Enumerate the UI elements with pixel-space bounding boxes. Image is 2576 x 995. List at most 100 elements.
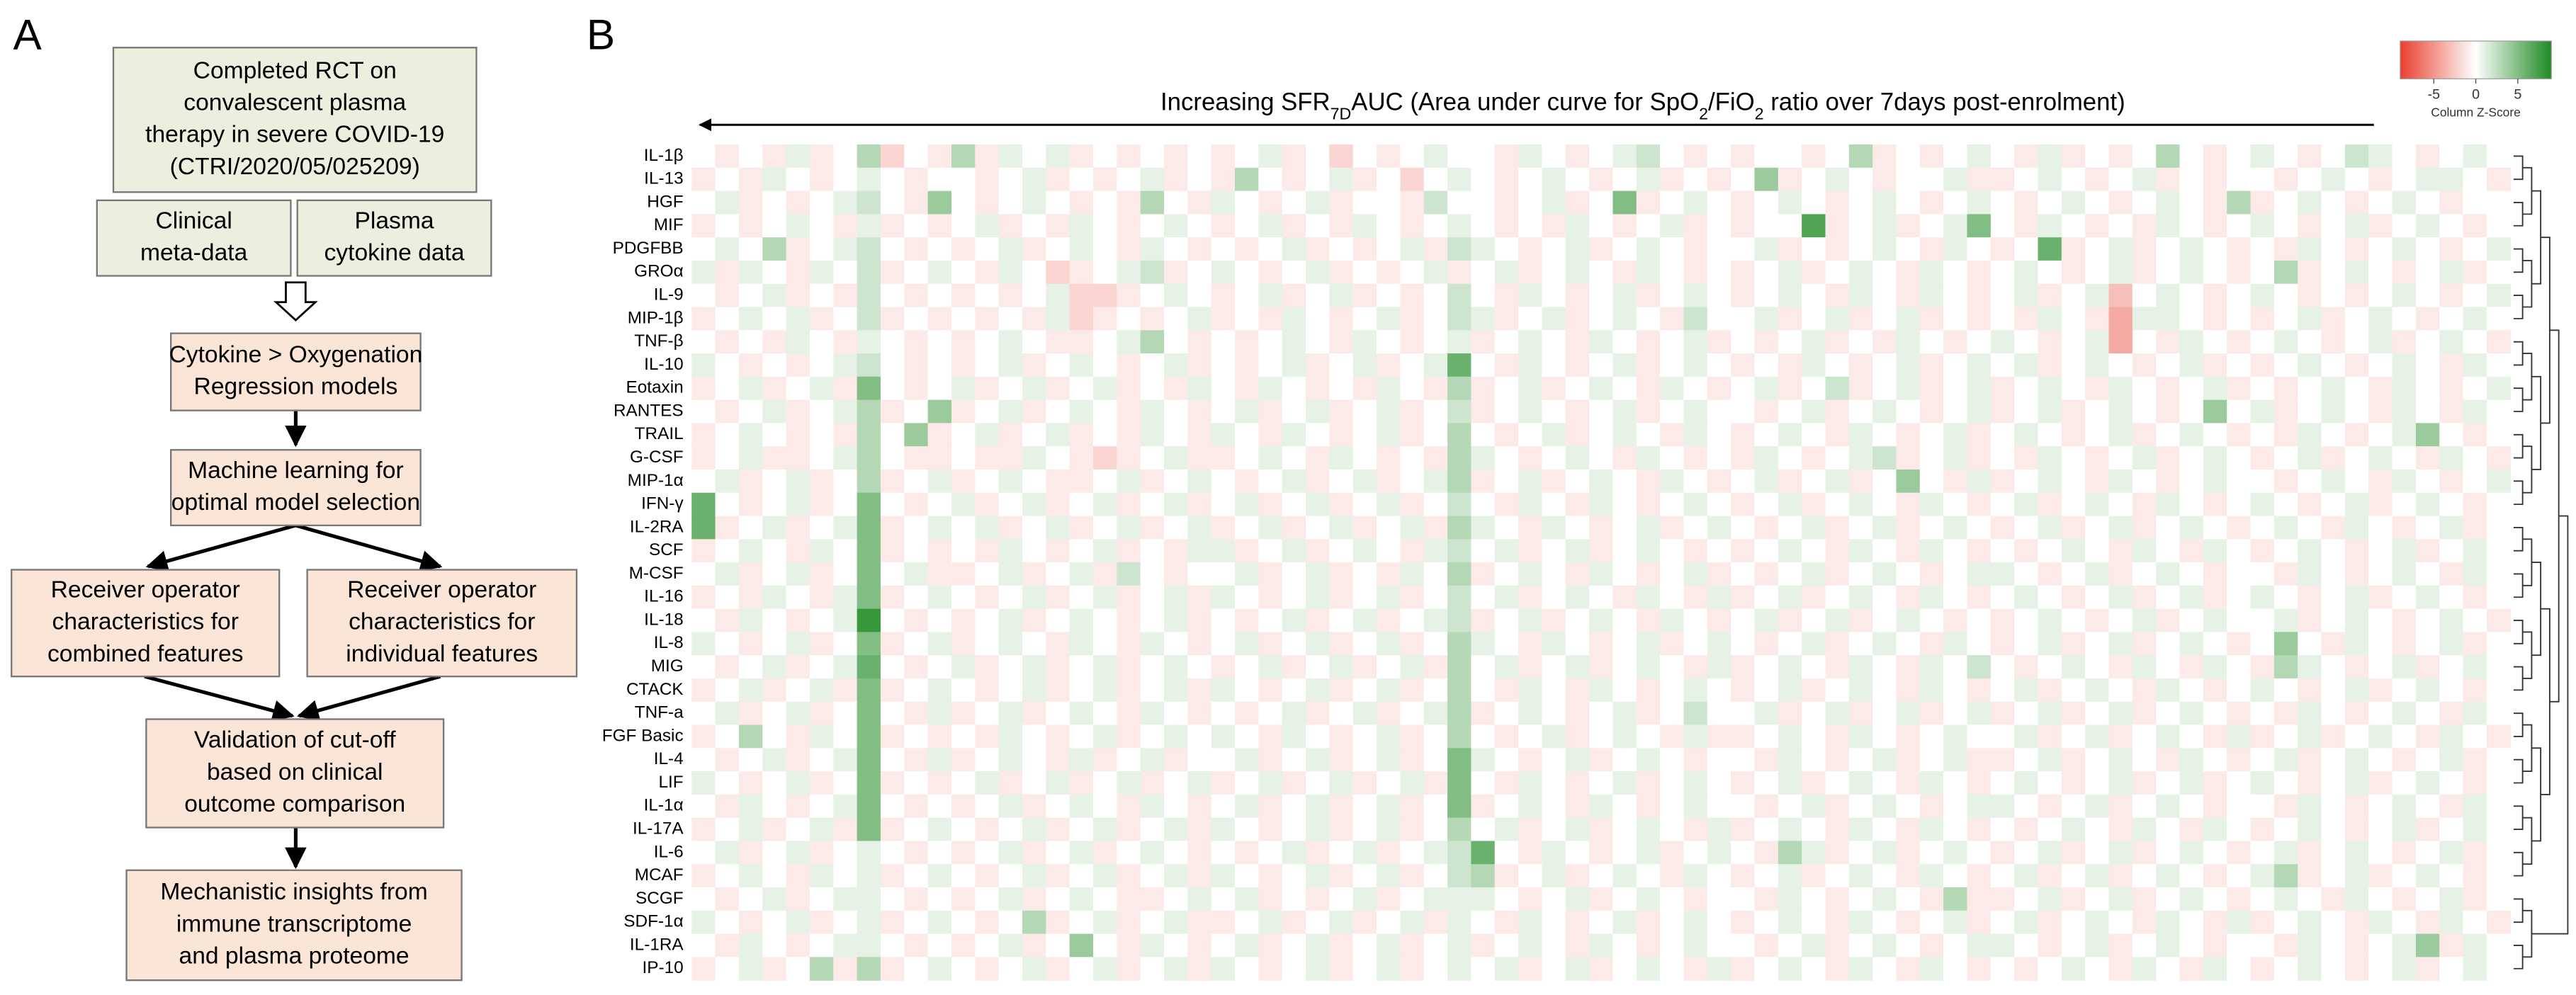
heatmap-cell	[2392, 864, 2417, 888]
heatmap-cell	[1683, 678, 1708, 703]
heatmap-cell	[1471, 771, 1496, 795]
heatmap-cell	[1612, 353, 1637, 377]
heatmap-cell	[1329, 307, 1354, 331]
heatmap-cell	[1069, 748, 1094, 772]
heatmap-cell	[738, 330, 763, 354]
heatmap-cell	[1494, 724, 1519, 749]
heatmap-cell	[2298, 957, 2322, 981]
heatmap-cell	[2156, 516, 2181, 540]
heatmap-cell	[1117, 933, 1141, 958]
heatmap-cell	[2038, 214, 2062, 238]
heatmap-cell	[1825, 191, 1850, 215]
heatmap-cell	[2344, 191, 2369, 215]
heatmap-cell	[786, 446, 810, 470]
heatmap-cell	[857, 887, 881, 911]
heatmap-cell	[1329, 376, 1354, 401]
heatmap-cell	[1258, 399, 1283, 424]
heatmap-cell	[1802, 678, 1826, 703]
heatmap-cell	[2273, 864, 2298, 888]
heatmap-cell	[2250, 283, 2275, 308]
heatmap-cell	[1187, 585, 1212, 610]
heatmap-cell	[1612, 562, 1637, 586]
row-label: MIG	[651, 656, 684, 676]
heatmap-cell	[2132, 353, 2157, 377]
heatmap-cell	[1848, 539, 1873, 563]
heatmap-cell	[1235, 655, 1260, 679]
heatmap-cell	[1872, 771, 1897, 795]
heatmap-cell	[2227, 516, 2252, 540]
heatmap-cell	[1848, 748, 1873, 772]
heatmap-cell	[2321, 933, 2346, 958]
heatmap-cell	[1872, 492, 1897, 517]
heatmap-cell	[857, 446, 881, 470]
heatmap-cell	[1164, 260, 1189, 285]
heatmap-cell	[857, 283, 881, 308]
heatmap-cell	[833, 283, 858, 308]
heatmap-cell	[857, 423, 881, 447]
heatmap-cell	[1848, 399, 1873, 424]
heatmap-cell	[786, 191, 810, 215]
heatmap-cell	[2463, 957, 2487, 981]
heatmap-cell	[1990, 562, 2015, 586]
heatmap-cell	[1352, 191, 1377, 215]
heatmap-cell	[1117, 237, 1141, 261]
heatmap-cell	[1636, 191, 1661, 215]
heatmap-cell	[1282, 307, 1306, 331]
heatmap-cell	[1589, 353, 1614, 377]
heatmap-cell	[2415, 724, 2440, 749]
flow-box-text: outcome comparison	[184, 791, 405, 817]
heatmap-cell	[2486, 399, 2511, 424]
heatmap-cell	[715, 910, 740, 935]
heatmap-cell	[691, 191, 716, 215]
heatmap-cell	[762, 307, 787, 331]
heatmap-cell	[2132, 910, 2157, 935]
heatmap-cell	[1825, 516, 1850, 540]
heatmap-cell	[1400, 562, 1425, 586]
heatmap-cell	[1542, 655, 1566, 679]
heatmap-cell	[786, 469, 810, 494]
heatmap-cell	[2108, 237, 2133, 261]
heatmap-cell	[2179, 144, 2204, 169]
heatmap-cell	[1848, 144, 1873, 169]
heatmap-cell	[1117, 516, 1141, 540]
heatmap-cell	[1282, 841, 1306, 865]
heatmap-cell	[2344, 260, 2369, 285]
heatmap-cell	[1683, 794, 1708, 819]
heatmap-cell	[1046, 516, 1070, 540]
heatmap-cell	[1612, 237, 1637, 261]
heatmap-cell	[1447, 260, 1472, 285]
heatmap-cell	[2463, 794, 2487, 819]
heatmap-cell	[1329, 446, 1354, 470]
heatmap-cell	[1494, 214, 1519, 238]
heatmap-cell	[1471, 330, 1496, 354]
heatmap-cell	[1494, 492, 1519, 517]
heatmap-cell	[1494, 469, 1519, 494]
row-label: IL-9	[654, 285, 684, 305]
heatmap-cell	[1802, 214, 1826, 238]
heatmap-cell	[975, 632, 1000, 656]
row-label: IL-1β	[644, 146, 684, 165]
heatmap-cell	[1636, 864, 1661, 888]
heatmap-cell	[1046, 539, 1070, 563]
heatmap-cell	[1164, 864, 1189, 888]
heatmap-cell	[1990, 376, 2015, 401]
heatmap-cell	[1471, 585, 1496, 610]
heatmap-cell	[2014, 516, 2039, 540]
heatmap-cell	[833, 678, 858, 703]
heatmap-cell	[2344, 237, 2369, 261]
heatmap-cell	[1306, 167, 1331, 192]
heatmap-cell	[786, 632, 810, 656]
heatmap-cell	[1943, 516, 1968, 540]
heatmap-cell	[1046, 585, 1070, 610]
heatmap-cell	[738, 701, 763, 726]
heatmap-cell	[1494, 771, 1519, 795]
heatmap-cell	[1919, 353, 1944, 377]
heatmap-cell	[1471, 864, 1496, 888]
heatmap-cell	[1872, 678, 1897, 703]
heatmap-cell	[1282, 492, 1306, 517]
heatmap-cell	[998, 887, 1023, 911]
heatmap-cell	[1092, 423, 1118, 447]
heatmap-cell	[691, 469, 716, 494]
heatmap-cell	[2156, 585, 2181, 610]
heatmap-cell	[1612, 260, 1637, 285]
